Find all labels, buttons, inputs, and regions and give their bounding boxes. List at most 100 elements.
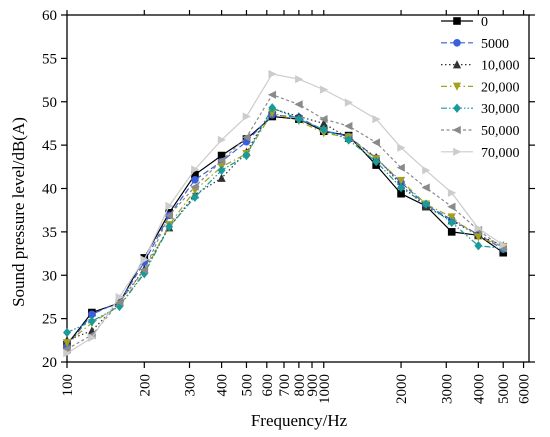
- legend: 0 5000 10,000 20,000 30,000 50,000 70,000: [441, 15, 520, 161]
- x-tick-label: 900: [305, 374, 321, 397]
- legend-label: 10,000: [481, 59, 520, 74]
- x-axis-label: Frequency/Hz: [251, 411, 348, 430]
- data-point: [217, 173, 226, 182]
- data-point: [397, 182, 406, 193]
- data-point: [453, 103, 461, 113]
- x-tick-label: 1000: [317, 374, 333, 404]
- legend-label: 30,000: [481, 102, 520, 117]
- y-tick-label: 60: [42, 8, 57, 24]
- data-point: [372, 156, 381, 167]
- data-point: [140, 255, 149, 264]
- data-point: [452, 60, 462, 69]
- data-point: [217, 156, 226, 165]
- data-point: [447, 228, 456, 236]
- legend-label: 50,000: [481, 124, 520, 139]
- data-point: [452, 125, 461, 135]
- data-point: [447, 217, 456, 228]
- data-point: [397, 143, 406, 152]
- legend-label: 5000: [481, 37, 509, 52]
- data-point: [447, 202, 456, 211]
- data-point: [396, 176, 406, 186]
- data-point: [371, 138, 380, 147]
- x-tick-label: 5000: [496, 374, 512, 404]
- data-point: [217, 135, 227, 145]
- x-tick-label: 400: [215, 374, 231, 397]
- data-point: [447, 213, 456, 222]
- data-point: [63, 349, 72, 358]
- y-tick-label: 20: [42, 355, 57, 371]
- x-tick-label: 100: [60, 374, 76, 397]
- data-point: [453, 147, 462, 156]
- data-point: [453, 17, 461, 25]
- data-point: [474, 233, 483, 242]
- data-point: [474, 224, 483, 233]
- x-tick-label: 500: [239, 374, 255, 397]
- series-line: [66, 94, 504, 350]
- x-tick-label: 2000: [394, 374, 410, 404]
- data-point: [319, 85, 329, 94]
- data-point: [268, 103, 277, 113]
- y-tick-label: 25: [42, 312, 57, 328]
- series-line: [66, 114, 504, 347]
- series-line: [66, 107, 504, 341]
- y-tick-label: 45: [42, 138, 57, 154]
- data-point: [191, 165, 200, 174]
- data-point: [139, 265, 149, 275]
- data-point: [396, 163, 405, 172]
- legend-label: 20,000: [481, 80, 520, 95]
- y-tick-label: 50: [42, 95, 57, 111]
- y-tick-label: 40: [42, 182, 57, 198]
- data-point: [344, 98, 354, 107]
- legend-label: 0: [481, 15, 488, 30]
- series-0: [63, 112, 508, 349]
- series-line: [66, 73, 504, 354]
- x-tick-label: 700: [277, 374, 293, 397]
- x-tick-label: 600: [260, 374, 276, 397]
- y-tick-label: 55: [42, 51, 57, 67]
- y-tick-label: 35: [42, 225, 57, 241]
- data-point: [114, 298, 124, 307]
- data-point: [319, 114, 328, 124]
- data-point: [372, 114, 381, 124]
- data-point: [164, 211, 173, 220]
- data-point: [294, 114, 303, 124]
- x-tick-label: 3000: [439, 374, 455, 404]
- x-tick-label: 800: [292, 374, 308, 397]
- data-point: [63, 327, 71, 338]
- series-line: [66, 112, 504, 344]
- x-tick-label: 6000: [517, 374, 533, 404]
- y-axis-label: Sound pressure level/dB(A): [9, 117, 28, 307]
- series-line: [66, 115, 504, 346]
- y-tick-label: 30: [42, 268, 57, 284]
- series-line: [66, 107, 504, 334]
- legend-label: 70,000: [481, 146, 520, 161]
- data-point: [447, 188, 457, 197]
- data-point: [421, 183, 430, 192]
- series-2: [62, 104, 508, 345]
- data-point: [87, 316, 96, 326]
- series-4: [63, 103, 508, 338]
- data-point: [294, 100, 303, 109]
- data-point: [62, 339, 72, 348]
- data-point: [344, 135, 353, 145]
- data-point: [191, 176, 199, 184]
- data-point: [242, 112, 251, 121]
- data-point: [295, 75, 304, 84]
- data-point: [115, 292, 124, 302]
- data-point: [499, 240, 508, 249]
- series-1: [63, 110, 508, 351]
- x-tick-label: 4000: [471, 374, 487, 404]
- data-point: [474, 241, 483, 251]
- data-point: [217, 165, 226, 175]
- series-3: [62, 109, 508, 348]
- data-point: [319, 124, 328, 135]
- data-point: [88, 333, 97, 342]
- data-point: [453, 39, 461, 47]
- series-5: [62, 90, 508, 354]
- data-point: [62, 344, 71, 354]
- data-point: [242, 133, 251, 142]
- x-tick-label: 300: [183, 374, 199, 397]
- data-point: [422, 166, 431, 175]
